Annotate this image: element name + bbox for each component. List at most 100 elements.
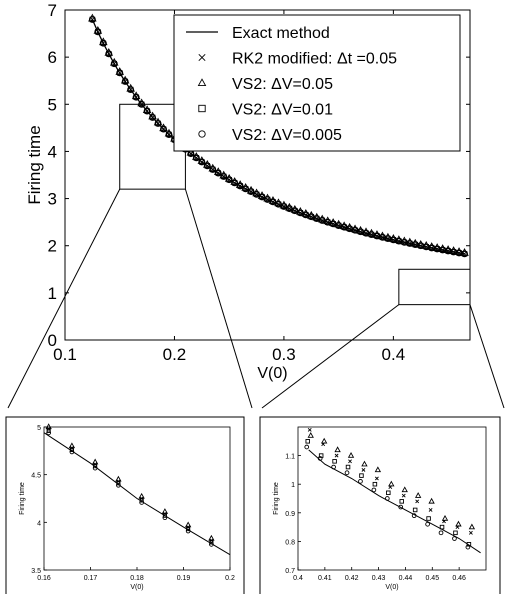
inset-right-x-marker bbox=[415, 499, 420, 504]
inset-y-tick-label: 3.5 bbox=[31, 568, 41, 575]
inset-right-x-marker bbox=[334, 453, 339, 458]
inset-right-triangle-marker bbox=[414, 492, 422, 498]
main-square-marker bbox=[160, 126, 167, 132]
inset-right-x-marker bbox=[455, 525, 460, 530]
inset-x-tick-label: 0.19 bbox=[177, 575, 191, 582]
main-circle-marker bbox=[88, 15, 96, 23]
inset-right-circle-marker bbox=[371, 487, 377, 493]
main-square-marker bbox=[220, 173, 227, 180]
inset-left-square-marker bbox=[162, 513, 167, 518]
inset-right-x-marker bbox=[468, 530, 473, 535]
main-square-marker bbox=[319, 217, 325, 224]
inset-x-tick-label: 0.4 bbox=[293, 575, 303, 582]
main-square-marker bbox=[242, 186, 249, 192]
main-plot-frame bbox=[64, 9, 471, 341]
inset-right-square-marker bbox=[345, 464, 351, 470]
main-square-marker bbox=[286, 205, 293, 212]
inset-right-x-marker bbox=[348, 459, 352, 464]
main-square-marker bbox=[89, 16, 96, 23]
main-circle-marker bbox=[116, 69, 124, 77]
main-x-marker bbox=[462, 251, 467, 257]
inset-left-circle-marker bbox=[46, 430, 51, 436]
inset-right-square-marker bbox=[372, 481, 378, 487]
inset-right-square-marker bbox=[305, 439, 310, 444]
inset-right-square-marker bbox=[412, 507, 418, 513]
legend-triangle-swatch bbox=[197, 78, 207, 87]
main-circle-marker bbox=[214, 169, 222, 177]
inset-y-axis-label: Firing time bbox=[19, 482, 26, 515]
main-x-axis-label: V(0) bbox=[257, 365, 287, 382]
inset-right-x-marker bbox=[401, 493, 406, 498]
legend-entry-label: VS2: ΔV=0.01 bbox=[232, 102, 333, 119]
main-circle-marker bbox=[192, 154, 200, 162]
inset-right-triangle-marker bbox=[347, 452, 355, 458]
main-square-marker bbox=[210, 166, 216, 173]
main-square-marker bbox=[335, 222, 342, 229]
legend-entry-label: Exact method bbox=[232, 25, 330, 42]
main-exact-curve bbox=[91, 19, 465, 255]
inset-right-circle-marker bbox=[452, 536, 457, 541]
inset-right-circle-marker bbox=[438, 530, 444, 536]
inset-right-triangle-marker bbox=[401, 486, 408, 493]
inset-y-tick-label: 4.5 bbox=[31, 473, 41, 480]
main-circle-marker bbox=[143, 107, 151, 115]
inset-y-tick-label: 5 bbox=[37, 425, 41, 432]
main-square-marker bbox=[324, 219, 331, 225]
main-square-marker bbox=[144, 108, 150, 114]
main-square-marker bbox=[127, 86, 134, 93]
main-y-tick-label: 6 bbox=[48, 48, 57, 67]
legend-box bbox=[173, 14, 461, 152]
inset-right-chart: 0.4 0.41 0.42 0.43 0.44 0.45 0.46 0.7 0.8 0.9 1 1.1… bbox=[259, 416, 501, 594]
inset-right-circle-marker bbox=[465, 544, 471, 550]
inset-right-x-marker bbox=[374, 476, 379, 481]
legend-x-swatch bbox=[198, 53, 206, 62]
main-square-marker bbox=[215, 170, 221, 176]
zoom-connector bbox=[7, 188, 121, 409]
inset-right-circle-marker bbox=[358, 478, 363, 484]
inset-x-tick-label: 0.45 bbox=[425, 575, 439, 582]
main-square-marker bbox=[100, 40, 107, 46]
main-circle-marker bbox=[110, 60, 118, 68]
main-circle-marker bbox=[149, 113, 157, 121]
main-y-tick-label: 2 bbox=[48, 237, 57, 256]
main-square-marker bbox=[133, 94, 139, 100]
inset-right-triangle-marker bbox=[361, 460, 368, 467]
main-square-marker bbox=[297, 210, 304, 216]
main-square-marker bbox=[122, 78, 128, 85]
main-y-tick-label: 1 bbox=[48, 284, 57, 303]
main-square-marker bbox=[106, 51, 112, 57]
main-circle-marker bbox=[242, 185, 250, 193]
inset-right-x-marker bbox=[388, 485, 393, 489]
inset-right-x-marker bbox=[307, 427, 312, 432]
inset-right-x-marker bbox=[428, 508, 433, 512]
main-square-marker bbox=[193, 155, 200, 161]
main-circle-marker bbox=[203, 162, 211, 170]
main-square-marker bbox=[264, 196, 271, 203]
inset-x-tick-label: 0.43 bbox=[372, 575, 386, 582]
main-y-tick-label: 4 bbox=[48, 142, 57, 161]
main-square-marker bbox=[199, 159, 205, 165]
zoom-box-1 bbox=[398, 268, 471, 306]
inset-x-axis-label: V(0) bbox=[130, 584, 143, 591]
main-square-marker bbox=[248, 188, 254, 195]
main-square-marker bbox=[259, 194, 265, 200]
main-x-tick-label: 0.3 bbox=[272, 345, 296, 364]
inset-right-triangle-marker bbox=[307, 432, 314, 438]
main-y-axis-label: Firing time bbox=[25, 125, 44, 204]
inset-right-triangle-marker bbox=[374, 466, 382, 473]
main-circle-marker bbox=[220, 172, 228, 180]
inset-x-tick-label: 0.41 bbox=[318, 575, 332, 582]
main-circle-marker bbox=[127, 86, 135, 94]
inset-y-tick-label: 4 bbox=[37, 520, 41, 527]
inset-right-circle-marker bbox=[425, 521, 430, 527]
main-square-marker bbox=[116, 70, 123, 76]
inset-x-axis-label: V(0) bbox=[385, 584, 398, 591]
main-square-marker bbox=[149, 114, 156, 121]
main-square-marker bbox=[281, 203, 287, 210]
zoom-connector-lines bbox=[7, 188, 505, 409]
inset-right-triangle-marker bbox=[428, 497, 435, 504]
main-circle-marker bbox=[231, 179, 239, 187]
zoom-connector bbox=[261, 304, 400, 409]
main-square-marker bbox=[231, 180, 238, 186]
main-circle-marker bbox=[198, 158, 206, 166]
